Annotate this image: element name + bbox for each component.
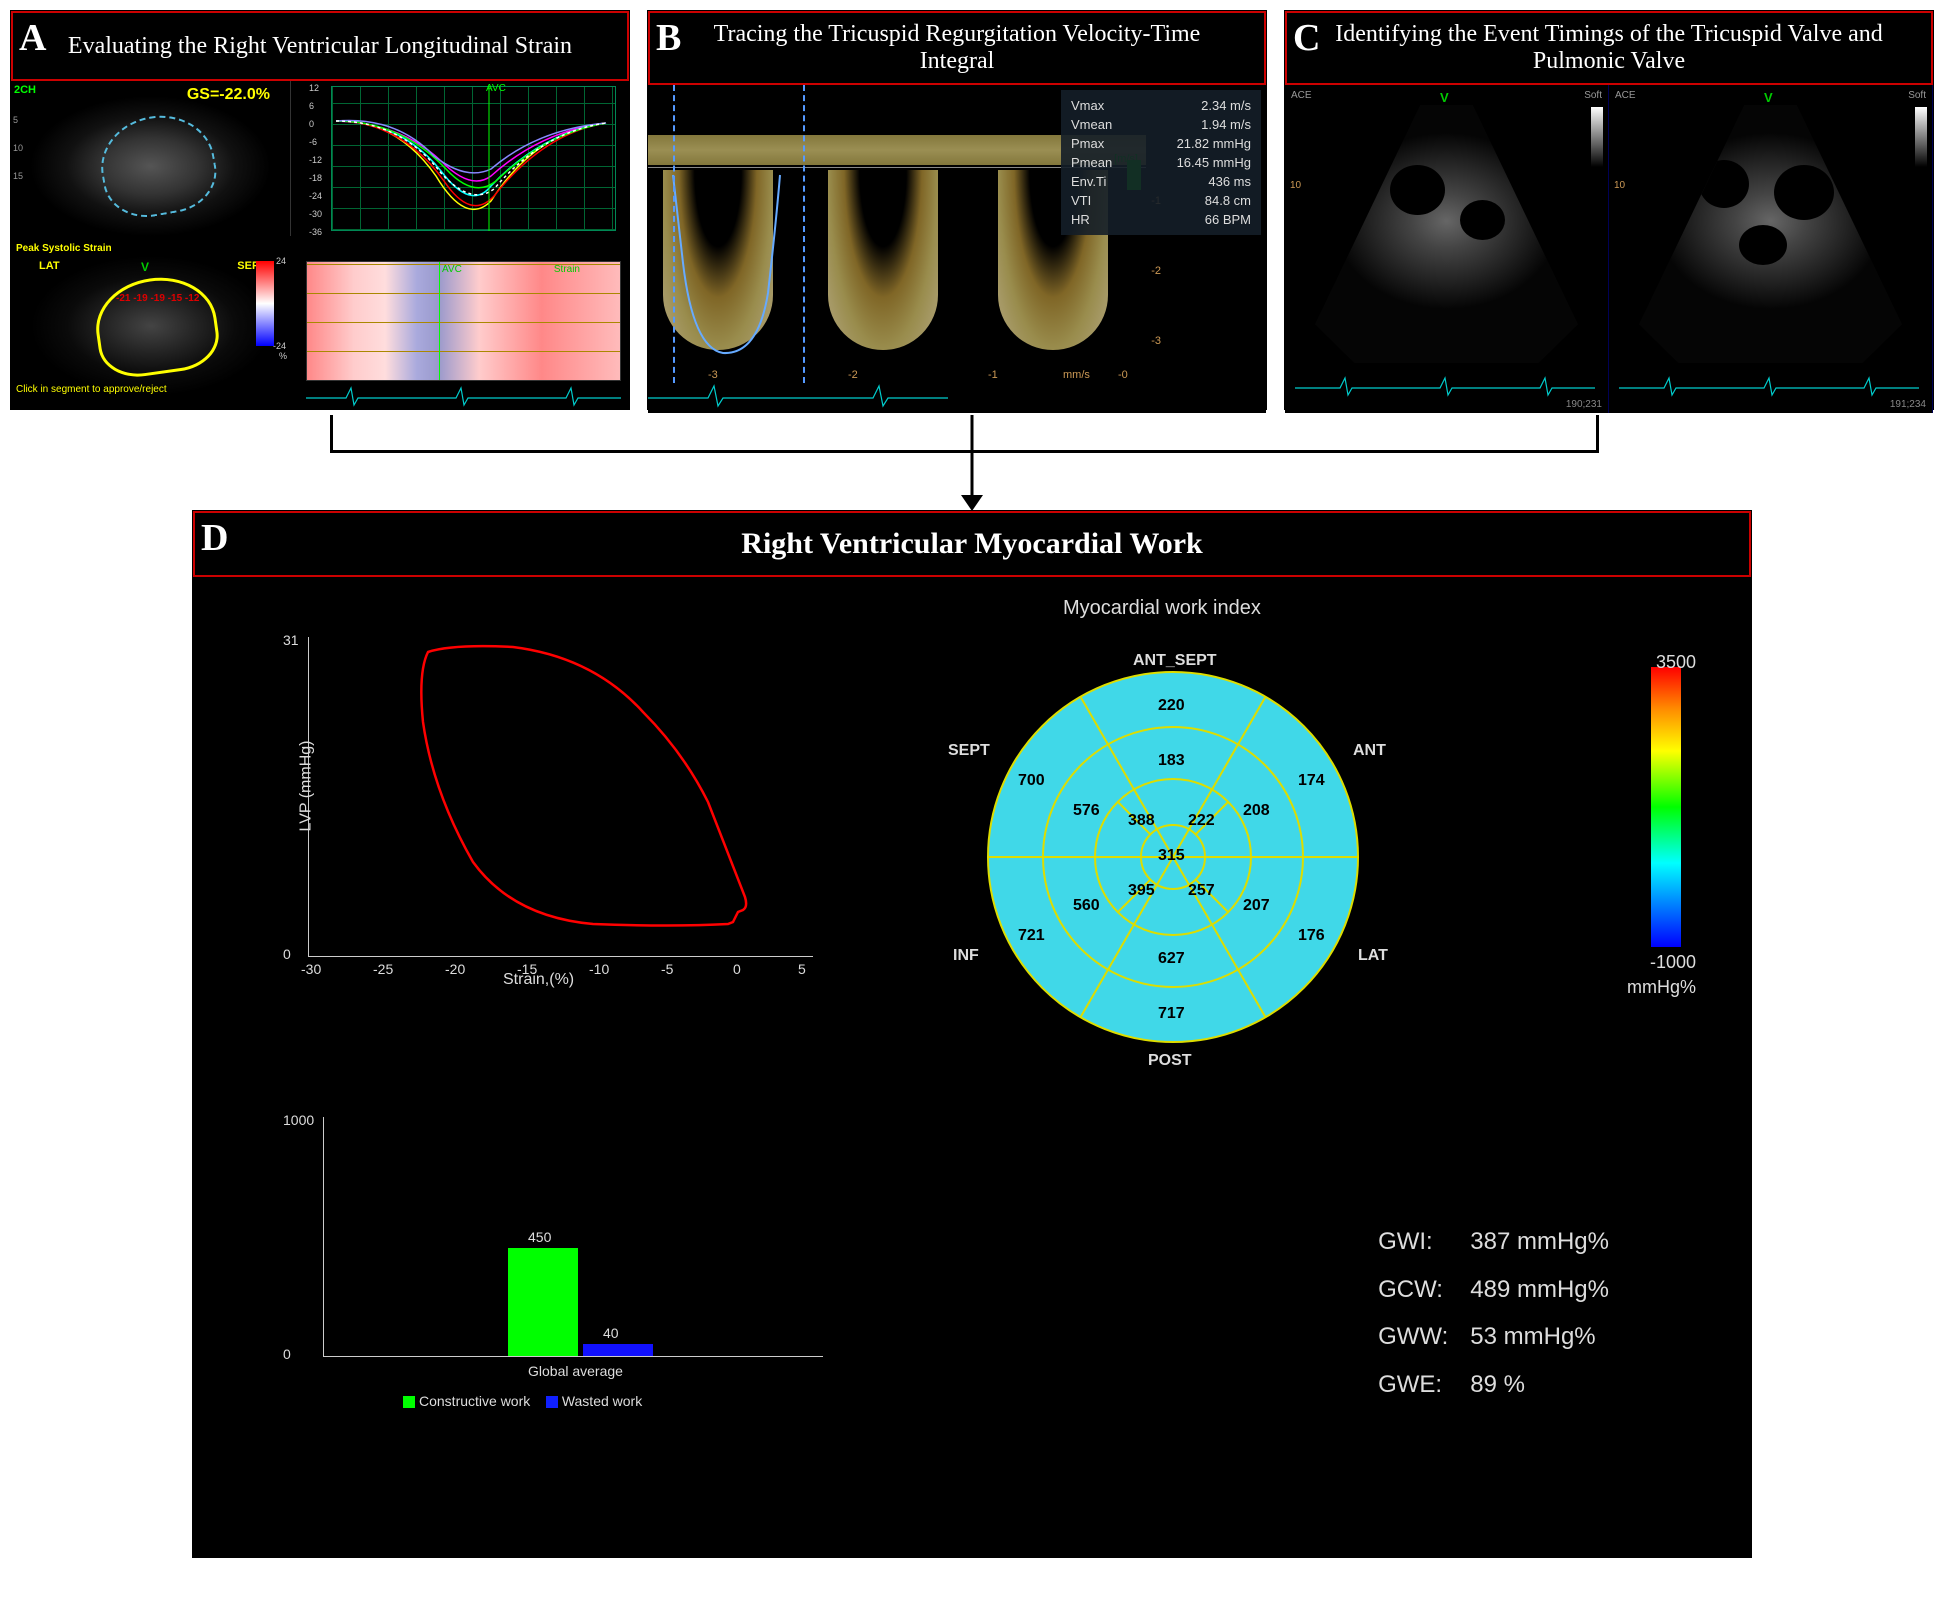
- bar-legend: Constructive work Wasted work: [403, 1393, 642, 1409]
- panel-d-letter: D: [201, 516, 228, 560]
- bullseye-plot: Myocardial work index: [933, 607, 1413, 1087]
- panel-c-title: Identifying the Event Timings of the Tri…: [1285, 11, 1933, 85]
- colorbar-pct: %: [279, 351, 287, 361]
- global-strain-value: GS=-22.0%: [187, 86, 270, 104]
- v-label: V: [141, 260, 149, 274]
- click-instruction: Click in segment to approve/reject: [16, 384, 167, 395]
- work-colorbar: [1651, 667, 1681, 947]
- panel-b: B Tracing the Tricuspid Regurgitation Ve…: [647, 10, 1267, 410]
- panel-b-letter: B: [656, 16, 681, 60]
- top-panels-row: A Evaluating the Right Ventricular Longi…: [10, 10, 1934, 410]
- panel-b-body: [m/s] -1 -2 -3 -3 -2 -1 -0 mm/s Vmax2.34…: [648, 85, 1266, 413]
- panel-c-body: ACE V Soft 10 190;231 ACE: [1285, 85, 1933, 413]
- colorbar-top: 24: [276, 256, 286, 266]
- panel-d-title: Right Ventricular Myocardial Work: [193, 511, 1751, 577]
- panel-b-ecg: [648, 382, 948, 410]
- panel-c-ecg-1: [1295, 373, 1595, 398]
- global-work-metrics: GWI:387 mmHg% GCW:489 mmHg% GWW:53 mmHg%…: [1376, 1217, 1611, 1409]
- lat-label: LAT: [39, 260, 60, 272]
- flow-arrows: [10, 410, 1934, 510]
- doppler-display: [m/s] -1 -2 -3 -3 -2 -1 -0 mm/s Vmax2.34…: [648, 85, 1266, 413]
- panel-a-title: Evaluating the Right Ventricular Longitu…: [11, 11, 629, 81]
- panel-a-ecg: [306, 383, 621, 408]
- pressure-strain-loop: LVP (mmHg) Strain,(%) 31 0 -30 -25 -20 -…: [253, 617, 833, 997]
- strain-colorbar: [256, 261, 274, 346]
- segment-values: -21 -19 -19 -15 -12: [116, 293, 199, 304]
- panel-a-letter: A: [19, 16, 46, 60]
- strain-ultrasound-bottom: Peak Systolic Strain LAT V SEPT -21 -19 …: [11, 238, 291, 398]
- grayscale-bar-2: [1915, 107, 1927, 167]
- panel-a-body: 2CH GS=-22.0% 5 10 15 Peak Systolic Stra…: [11, 81, 629, 409]
- constructive-work-bar: [508, 1248, 578, 1356]
- wasted-work-bar: [583, 1344, 653, 1356]
- peak-systolic-strain-label: Peak Systolic Strain: [16, 243, 112, 254]
- grayscale-bar: [1591, 107, 1603, 167]
- panel-d-body: LVP (mmHg) Strain,(%) 31 0 -30 -25 -20 -…: [193, 577, 1751, 1557]
- work-bar-chart: 1000 0 450 40 Global average Constructiv…: [273, 1107, 833, 1417]
- depth-ticks: 5 10 15: [13, 106, 23, 190]
- loop-xlabel: Strain,(%): [503, 971, 574, 989]
- pulmonic-view: ACE V Soft 10 191;234: [1609, 85, 1933, 413]
- panel-d: D Right Ventricular Myocardial Work LVP …: [192, 510, 1752, 1558]
- loop-curve: [313, 642, 823, 962]
- panel-c-ecg-2: [1619, 373, 1919, 398]
- tricuspid-view: ACE V Soft 10 190;231: [1285, 85, 1609, 413]
- strain-heatmap: AVC Strain: [306, 261, 621, 381]
- panel-c: C Identifying the Event Timings of the T…: [1284, 10, 1934, 410]
- measurement-panel: Vmax2.34 m/s Vmean1.94 m/s Pmax21.82 mmH…: [1061, 90, 1261, 235]
- panel-b-title: Tracing the Tricuspid Regurgitation Velo…: [648, 11, 1266, 85]
- panel-c-letter: C: [1293, 16, 1320, 60]
- strain-curves-chart: AVC 12 6 0 -6 -12 -18 -24 -30 -36: [306, 81, 621, 256]
- strain-curves-svg: [306, 81, 621, 256]
- panel-a: A Evaluating the Right Ventricular Longi…: [10, 10, 630, 410]
- colorbar-bot: -24: [273, 341, 286, 351]
- vti-trace: [668, 173, 808, 368]
- strain-ultrasound-top: 2CH GS=-22.0% 5 10 15: [11, 81, 291, 236]
- view-2ch-badge: 2CH: [14, 84, 36, 96]
